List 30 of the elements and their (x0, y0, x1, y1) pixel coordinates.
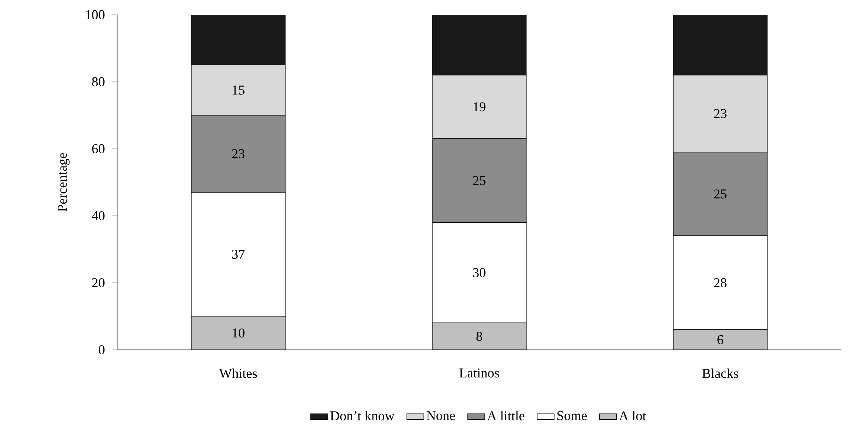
legend-label: Some (558, 411, 587, 420)
legend-label: A lot (619, 411, 646, 421)
x-tick-label: Latinos (460, 368, 500, 378)
y-tick-label: 80 (92, 77, 105, 87)
y-axis-title: Percentage (58, 153, 70, 212)
data-label: 6 (718, 335, 724, 344)
data-label: 23 (232, 149, 245, 159)
data-label: 25 (714, 190, 727, 199)
data-label: 23 (714, 109, 727, 118)
data-label: 28 (714, 278, 727, 288)
legend-label: Don’t know (330, 411, 395, 421)
x-tick-label: Whites (219, 368, 258, 378)
data-label: 30 (473, 268, 486, 278)
legend-label: A little (487, 411, 525, 421)
data-label: 8 (476, 332, 482, 342)
bar (192, 316, 286, 350)
x-tick-label: Blacks (702, 368, 738, 378)
data-label: 37 (232, 250, 245, 260)
data-label: 10 (232, 328, 245, 338)
y-tick-label: 100 (86, 10, 105, 20)
bar (673, 330, 768, 350)
data-label: 15 (232, 86, 245, 95)
y-tick-label: 20 (92, 278, 105, 288)
y-tick-label: 40 (92, 211, 105, 221)
y-tick-label: 0 (99, 345, 105, 355)
data-label: 19 (474, 102, 486, 112)
y-tick-label: 60 (92, 144, 105, 154)
data-label: 25 (473, 176, 486, 186)
legend-label: None (426, 411, 456, 420)
bar (432, 323, 526, 350)
